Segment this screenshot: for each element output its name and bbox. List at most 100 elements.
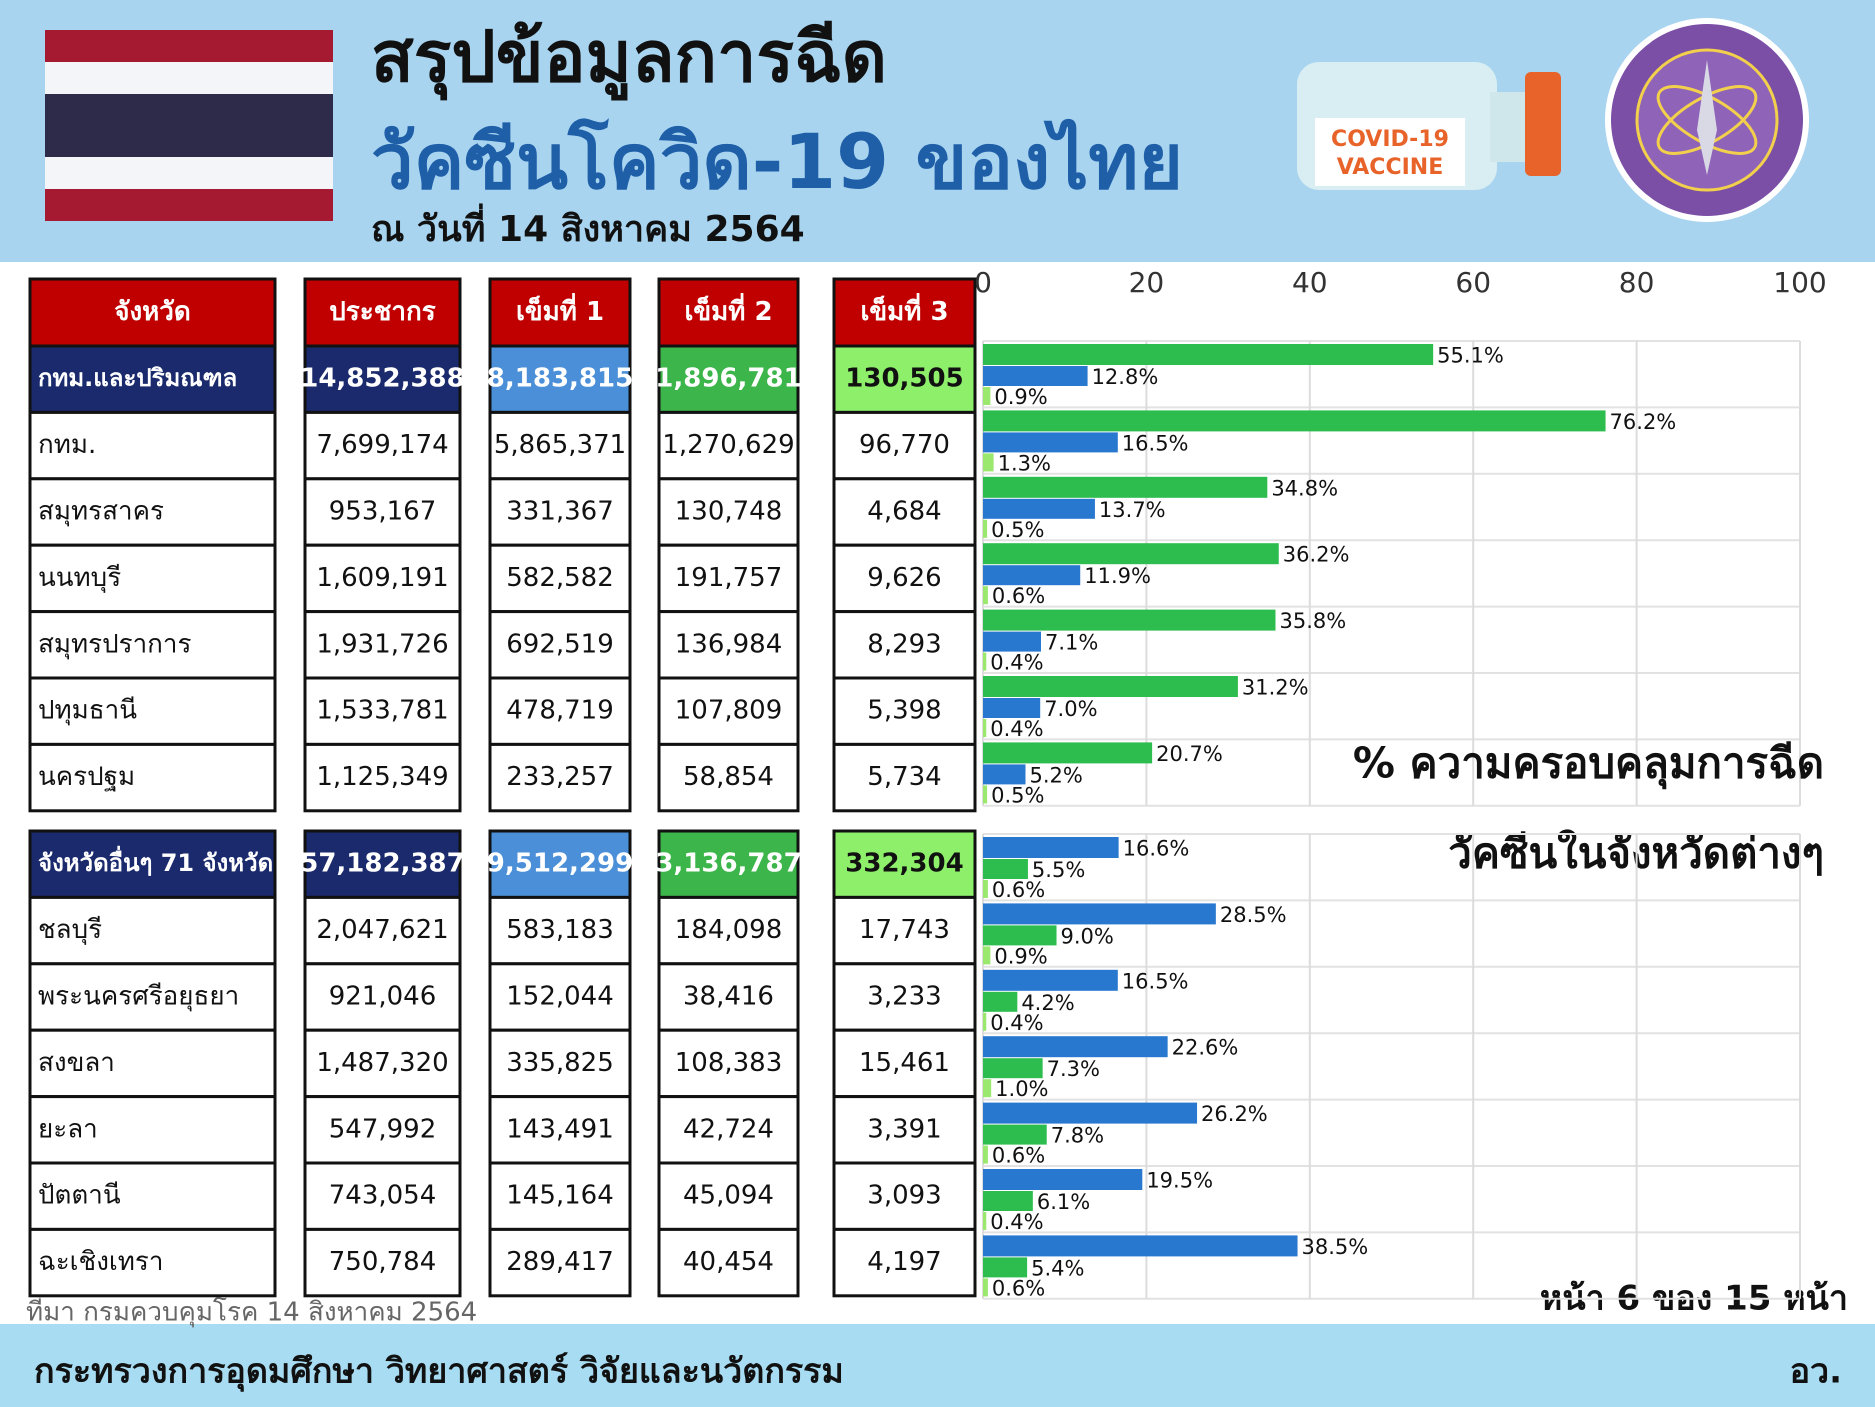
- cell-value: 750,784: [329, 1247, 437, 1277]
- table-cell: [657, 410, 800, 481]
- summary-value: 130,505: [845, 364, 963, 394]
- bar: [983, 652, 987, 671]
- cell-value: 145,164: [506, 1181, 614, 1211]
- cell-value: 58,854: [683, 762, 774, 792]
- province-name: สมุทรปราการ: [38, 629, 192, 659]
- cell-value: 9,626: [867, 563, 941, 593]
- bar: [983, 903, 1216, 925]
- value-label: 5.4%: [1031, 1256, 1084, 1280]
- value-label: 28.5%: [1220, 903, 1287, 927]
- table-cell: [832, 1227, 977, 1298]
- bar: [983, 1012, 987, 1031]
- table-cell: [832, 543, 977, 614]
- bar: [983, 859, 1028, 879]
- bar: [983, 1278, 988, 1297]
- cell-value: 7,699,174: [316, 430, 448, 460]
- cell-value: 108,383: [675, 1048, 783, 1078]
- value-label: 0.5%: [991, 783, 1044, 807]
- vaccine-label: VACCINE: [1337, 155, 1443, 180]
- value-label: 5.5%: [1032, 858, 1085, 882]
- date: ณ วันที่ 14 สิงหาคม 2564: [371, 203, 805, 250]
- bar: [983, 719, 987, 737]
- bar: [983, 969, 1118, 991]
- cell-value: 40,454: [683, 1247, 774, 1277]
- cell-value: 5,865,371: [494, 430, 626, 460]
- value-label: 20.7%: [1156, 742, 1223, 766]
- table-cell: [28, 1095, 277, 1165]
- value-label: 1.0%: [995, 1077, 1048, 1101]
- vaccine-bottle: COVID-19 VACCINE: [1297, 62, 1561, 190]
- summary-cell: [303, 344, 462, 414]
- header-cell: [832, 277, 977, 348]
- value-label: 0.4%: [990, 651, 1043, 675]
- table-cell: [28, 962, 277, 1032]
- bar: [983, 453, 994, 472]
- column-header: จังหวัด: [114, 297, 191, 327]
- cell-value: 4,684: [867, 497, 941, 527]
- value-label: 7.0%: [1044, 697, 1097, 721]
- ministry-name: กระทรวงการอุดมศึกษา วิทยาศาสตร์ วิจัยและ…: [34, 1352, 844, 1393]
- province-name: พระนครศรีอยุธยา: [38, 982, 239, 1012]
- cell-value: 743,054: [329, 1181, 437, 1211]
- value-label: 11.9%: [1084, 564, 1151, 588]
- source: ที่มา กรมควบคุมโรค 14 สิงหาคม 2564: [26, 1294, 477, 1328]
- value-label: 6.1%: [1037, 1190, 1090, 1214]
- summary-value: 332,304: [845, 849, 963, 879]
- title-line2: วัคซีนโควิด-19 ของไทย: [371, 117, 1183, 206]
- table-cell: [28, 895, 277, 966]
- thai-flag: [45, 30, 333, 221]
- table-cell: [488, 1227, 632, 1298]
- cell-value: 4,197: [867, 1247, 941, 1277]
- bar: [983, 946, 991, 965]
- bar: [983, 476, 1268, 498]
- x-tick-label: 60: [1455, 266, 1491, 299]
- table-cell: [488, 610, 632, 680]
- summary-value: จังหวัดอื่นๆ 71 จังหวัด: [38, 845, 273, 877]
- value-label: 36.2%: [1283, 543, 1350, 567]
- cell-value: 17,743: [859, 915, 950, 945]
- value-label: 0.6%: [992, 1276, 1045, 1300]
- header-cell: [657, 277, 800, 348]
- table-cell: [28, 742, 277, 813]
- cell-value: 143,491: [506, 1114, 614, 1144]
- header-cell: [28, 277, 277, 348]
- table-cell: [303, 610, 462, 680]
- column-header: เข็มที่ 1: [516, 292, 604, 327]
- cell-value: 692,519: [506, 629, 614, 659]
- table-cell: [657, 1161, 800, 1231]
- cell-value: 335,825: [506, 1048, 614, 1078]
- value-label: 4.2%: [1021, 991, 1074, 1015]
- cell-value: 547,992: [329, 1114, 437, 1144]
- province-name: ชลบุรี: [38, 915, 102, 945]
- bar: [983, 742, 1153, 764]
- value-label: 9.0%: [1061, 924, 1114, 948]
- bar: [983, 1102, 1198, 1124]
- table-cell: [303, 742, 462, 813]
- table-cell: [657, 1227, 800, 1298]
- summary-value: 8,183,815: [487, 364, 633, 394]
- value-label: 12.8%: [1092, 365, 1159, 389]
- bar: [983, 498, 1095, 519]
- value-label: 22.6%: [1172, 1036, 1239, 1060]
- cell-value: 3,391: [867, 1114, 941, 1144]
- value-label: 1.3%: [998, 451, 1051, 475]
- summary-value: 14,852,388: [300, 364, 464, 394]
- bar: [983, 432, 1118, 453]
- column-header: ประชากร: [329, 297, 435, 327]
- cell-value: 5,398: [867, 696, 941, 726]
- bar: [983, 565, 1081, 586]
- bar: [983, 837, 1119, 858]
- province-name: นนทบุรี: [38, 563, 121, 593]
- cell-value: 3,233: [867, 982, 941, 1012]
- table-cell: [303, 477, 462, 547]
- bar: [983, 1212, 987, 1230]
- table-cell: [832, 1028, 977, 1099]
- x-tick-label: 100: [1773, 266, 1826, 299]
- province-name: ปทุมธานี: [38, 696, 137, 726]
- summary-cell: [657, 344, 800, 414]
- bar: [983, 880, 988, 898]
- value-label: 55.1%: [1437, 344, 1504, 368]
- value-label: 0.9%: [994, 944, 1047, 968]
